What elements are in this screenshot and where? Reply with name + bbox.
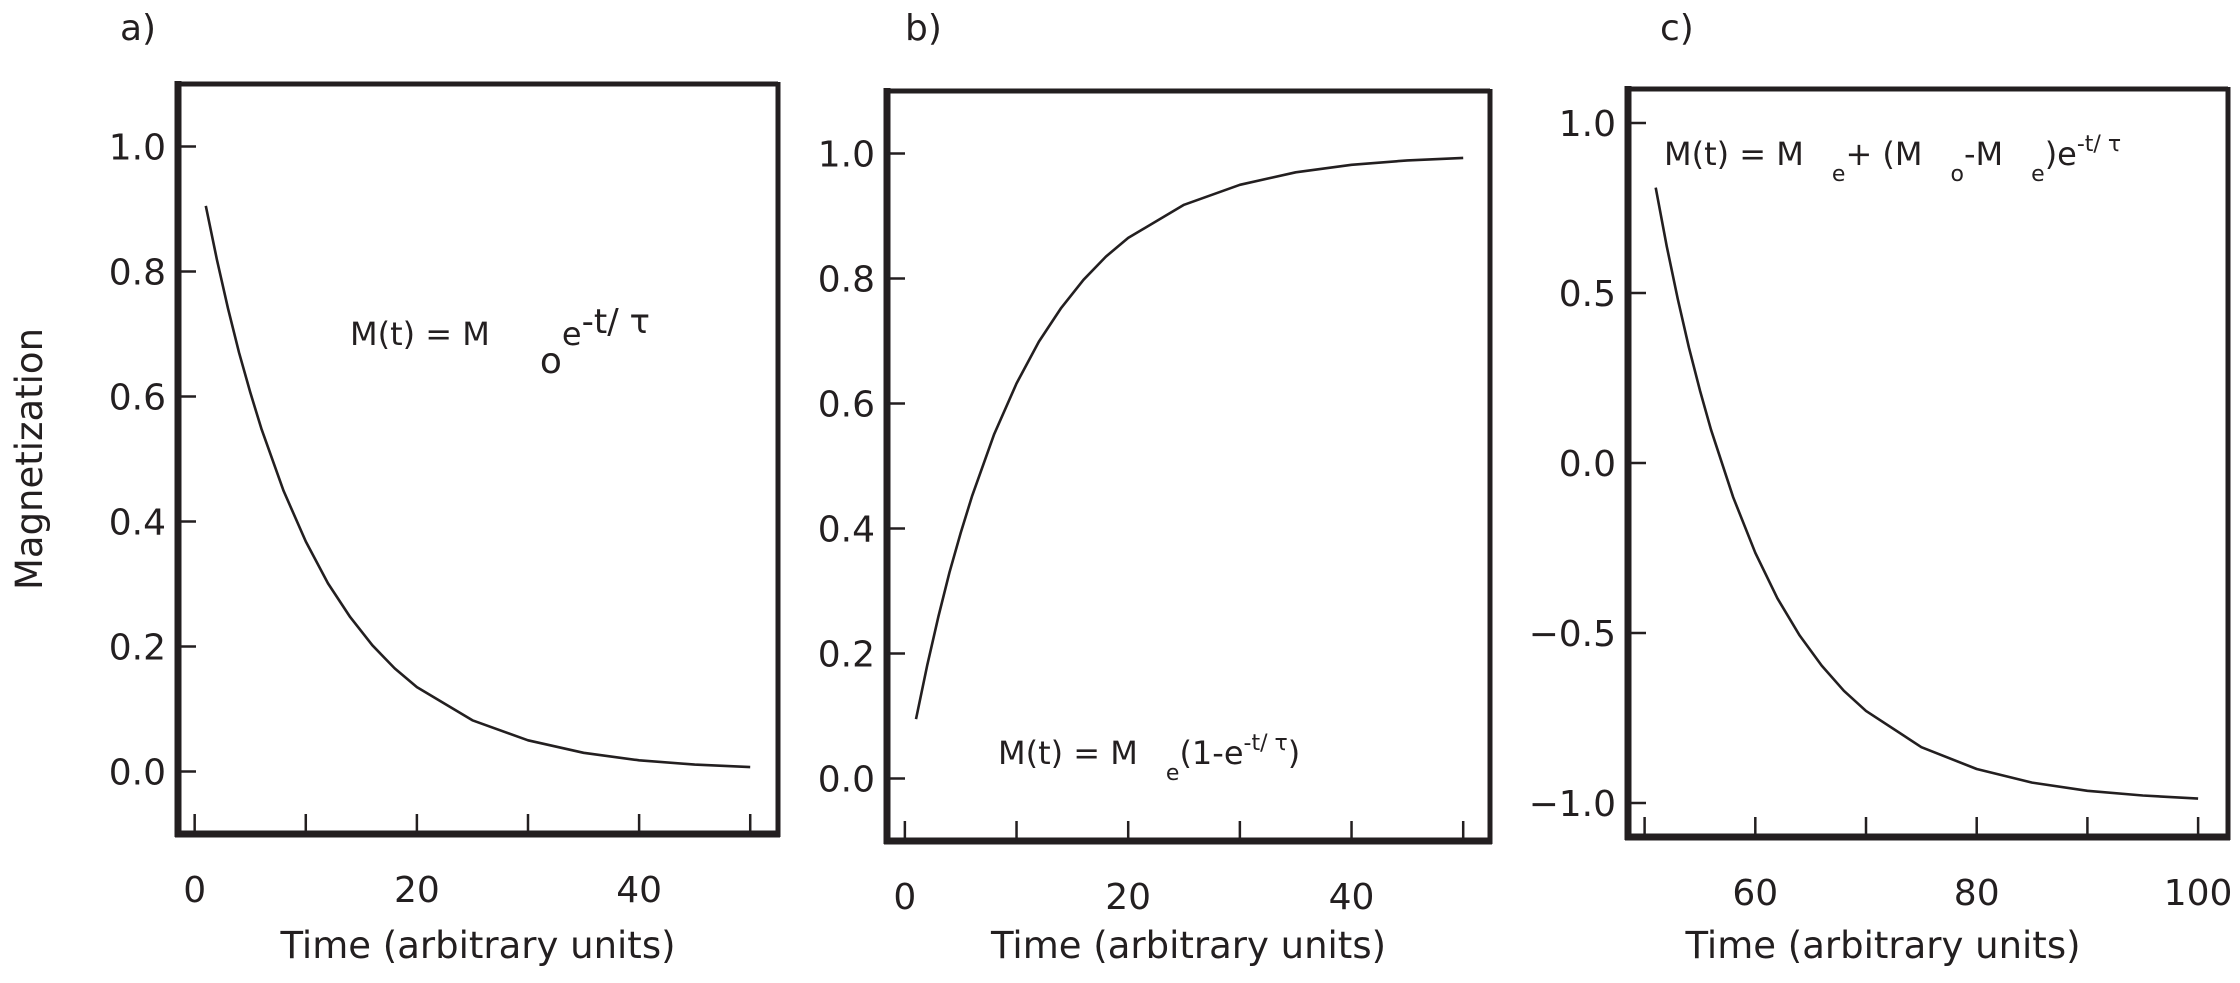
x-axis-title: Time (arbitrary units) bbox=[1684, 924, 2080, 967]
equation-part-sup: -t/ τ bbox=[2077, 132, 2121, 157]
equation-part-sub: o bbox=[1951, 162, 1964, 187]
y-tick-label: 0.5 bbox=[1559, 274, 1616, 315]
y-tick-label: 1.0 bbox=[1559, 104, 1616, 145]
equation-part-normal: + (M bbox=[1845, 135, 1922, 173]
equation-part-normal: e bbox=[562, 315, 582, 353]
equation-annotation: M(t) = M oe-t/ τ bbox=[350, 302, 650, 382]
x-tick-label: 60 bbox=[1732, 873, 1778, 914]
equation-part-normal: (1-e bbox=[1179, 734, 1243, 772]
equation-part-sub: o bbox=[540, 341, 562, 382]
equation-part-sub: e bbox=[1832, 162, 1846, 187]
y-tick-label: 0.6 bbox=[818, 385, 875, 426]
equation-part-normal: -M bbox=[1964, 135, 2003, 173]
data-curve bbox=[1654, 187, 2199, 800]
x-tick-label: 0 bbox=[893, 877, 916, 918]
y-tick-label: 0.0 bbox=[818, 760, 875, 801]
y-tick-label: −0.5 bbox=[1529, 614, 1616, 655]
y-tick-label: −1.0 bbox=[1529, 784, 1616, 825]
panel-a: 0.0 0.2 0.4 0.6 0.8 1.0 0 20 40 a) Time (arbitrary… bbox=[8, 8, 781, 967]
equation-part-normal: ) bbox=[1288, 734, 1300, 772]
y-tick-label: 0.4 bbox=[109, 503, 166, 544]
panel-label: c) bbox=[1660, 8, 1694, 49]
y-tick-label: 0.8 bbox=[109, 253, 166, 294]
y-tick-label: 0.4 bbox=[818, 510, 875, 551]
equation-part-normal: M(t) = M bbox=[1664, 135, 1804, 173]
equation-part-sub: e bbox=[1166, 761, 1180, 786]
equation-part-normal: )e bbox=[2045, 135, 2077, 173]
x-tick-label: 40 bbox=[616, 870, 662, 911]
panel-label: a) bbox=[120, 8, 156, 49]
y-axis-title: Magnetization bbox=[8, 328, 51, 590]
x-tick-label: 100 bbox=[2164, 873, 2233, 914]
x-tick-label: 20 bbox=[1105, 877, 1151, 918]
data-curve bbox=[914, 156, 1464, 720]
y-tick-label: 0.0 bbox=[109, 753, 166, 794]
x-axis-title: Time (arbitrary units) bbox=[279, 924, 675, 967]
y-tick-label: 0.6 bbox=[109, 378, 166, 419]
x-axis-title: Time (arbitrary units) bbox=[990, 924, 1386, 967]
equation-annotation: M(t) = Me+ (Mo-Me)e-t/ τ bbox=[1664, 132, 2121, 187]
panel-b: 0.0 0.2 0.4 0.6 0.8 1.0 0 20 40 b) Time (arbitrary… bbox=[818, 8, 1493, 967]
equation-part-normal: M(t) = M bbox=[350, 315, 490, 353]
data-curve bbox=[204, 205, 751, 769]
x-tick-label: 20 bbox=[394, 870, 440, 911]
panel-c: −1.0 −0.5 0.0 0.5 1.0 60 80 100 c) Time (arbitrar… bbox=[1529, 8, 2233, 967]
equation-annotation: M(t) = M e(1-e-t/ τ) bbox=[998, 731, 1300, 786]
panel-label: b) bbox=[905, 8, 942, 49]
y-tick-label: 1.0 bbox=[109, 128, 166, 169]
equation-part-sub: e bbox=[2031, 162, 2045, 187]
y-tick-label: 0.2 bbox=[818, 635, 875, 676]
y-tick-label: 1.0 bbox=[818, 135, 875, 176]
y-tick-label: 0.8 bbox=[818, 260, 875, 301]
x-tick-label: 40 bbox=[1329, 877, 1375, 918]
equation-part-normal: M(t) = M bbox=[998, 734, 1138, 772]
x-tick-label: 80 bbox=[1954, 873, 2000, 914]
y-tick-label: 0.2 bbox=[109, 628, 166, 669]
x-tick-label: 0 bbox=[183, 870, 206, 911]
equation-part-sup: -t/ τ bbox=[1244, 731, 1288, 756]
y-tick-label: 0.0 bbox=[1559, 444, 1616, 485]
equation-part-sup: -t/ τ bbox=[582, 302, 650, 342]
